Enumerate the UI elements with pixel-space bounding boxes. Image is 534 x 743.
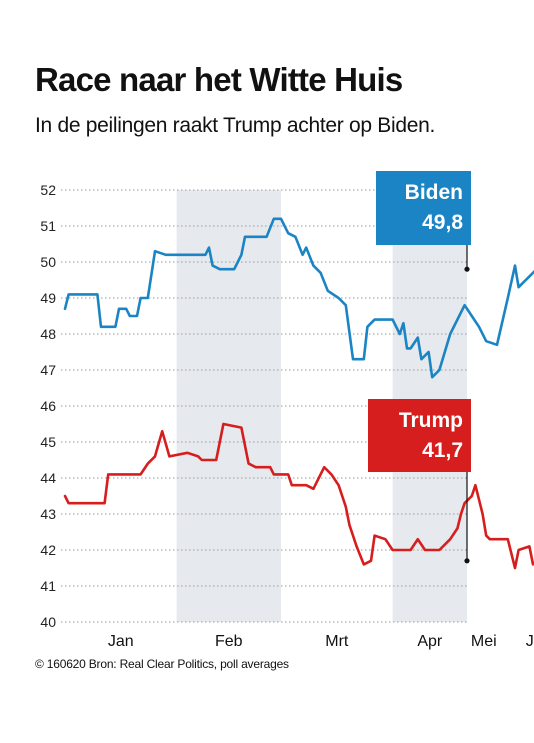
y-tick-label: 48	[40, 326, 56, 342]
x-axis-ticks: Jan Feb Mrt Apr Mei Jun	[108, 633, 534, 650]
series-line-trump	[63, 422, 534, 570]
y-tick-label: 51	[40, 218, 56, 234]
source-note: © 160620 Bron: Real Clear Politics, poll…	[35, 657, 289, 671]
y-tick-label: 45	[40, 434, 56, 450]
series-line-biden	[63, 217, 534, 379]
endpoint-dot	[464, 558, 470, 564]
callout-value: 41,7	[422, 439, 463, 462]
y-tick-label: 43	[40, 506, 56, 522]
callout-name: Biden	[405, 181, 463, 204]
x-tick-label: Jan	[108, 633, 134, 650]
y-tick-label: 46	[40, 398, 56, 414]
y-tick-label: 42	[40, 542, 56, 558]
y-tick-label: 47	[40, 362, 56, 378]
x-tick-label: Mei	[471, 633, 497, 650]
series-lines	[63, 217, 534, 570]
y-tick-label: 52	[40, 182, 56, 198]
callouts: Biden 49,8 Trump 41,7	[368, 171, 471, 564]
callout-box-biden	[376, 171, 471, 245]
x-tick-label: Apr	[417, 633, 443, 650]
y-tick-label: 40	[40, 614, 56, 630]
y-tick-label: 41	[40, 578, 56, 594]
callout-value: 49,8	[422, 211, 463, 234]
y-axis-ticks: 40 41 42 43 44 45 46 47 48 49 50 51 52	[40, 182, 56, 630]
x-tick-label: Mrt	[325, 633, 349, 650]
line-chart: 40 41 42 43 44 45 46 47 48 49 50 51 52 Jan Feb Mrt Apr M…	[40, 171, 534, 650]
y-tick-label: 49	[40, 290, 56, 306]
callout-box-trump	[368, 399, 471, 472]
y-tick-label: 44	[40, 470, 56, 486]
endpoint-dot	[464, 266, 470, 272]
chart-subtitle: In de peilingen raakt Trump achter op Bi…	[35, 114, 436, 137]
chart-title: Race naar het Witte Huis	[35, 61, 403, 98]
y-tick-label: 50	[40, 254, 56, 270]
callout-name: Trump	[399, 409, 463, 432]
x-tick-label: Feb	[215, 633, 243, 650]
x-tick-label: Jun	[526, 633, 534, 650]
